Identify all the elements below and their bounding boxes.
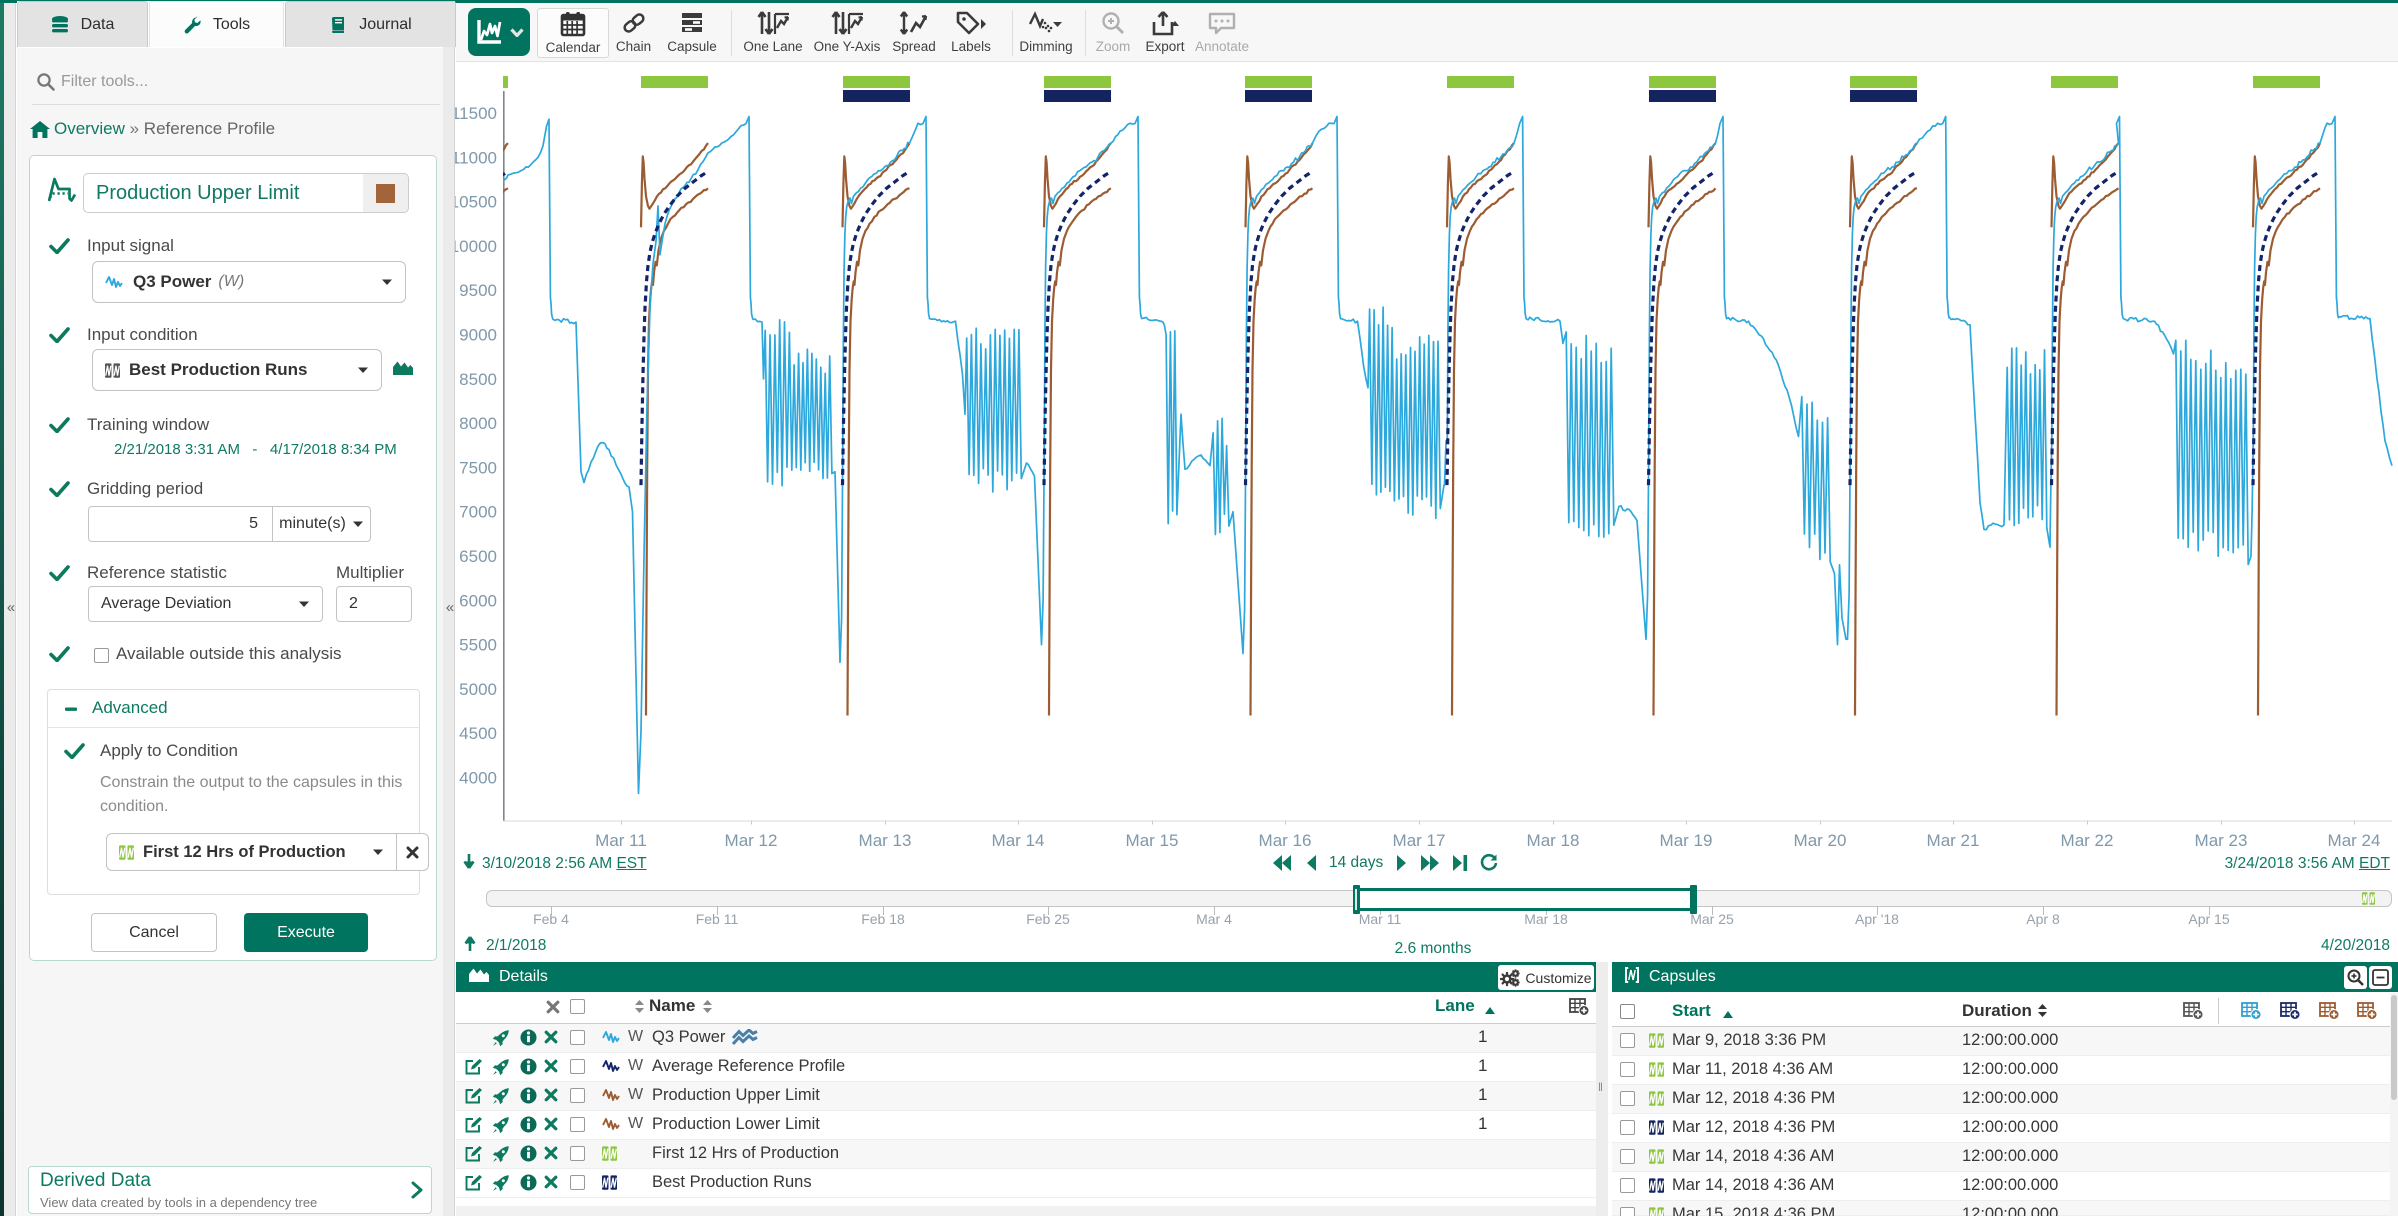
svg-text:9000: 9000 (459, 326, 497, 345)
svg-text:4000: 4000 (459, 769, 497, 788)
svg-text:Mar 24: Mar 24 (2328, 831, 2381, 850)
svg-text:Mar 15: Mar 15 (1126, 831, 1179, 850)
svg-text:6500: 6500 (459, 547, 497, 566)
svg-text:6000: 6000 (459, 591, 497, 610)
svg-text:Mar 18: Mar 18 (1527, 831, 1580, 850)
svg-text:10000: 10000 (455, 237, 497, 256)
svg-text:5000: 5000 (459, 680, 497, 699)
svg-text:8000: 8000 (459, 414, 497, 433)
svg-text:7500: 7500 (459, 458, 497, 477)
svg-text:11000: 11000 (455, 148, 497, 167)
svg-text:Mar 14: Mar 14 (992, 831, 1045, 850)
svg-text:10500: 10500 (455, 193, 497, 212)
svg-text:Mar 13: Mar 13 (859, 831, 912, 850)
svg-text:7000: 7000 (459, 503, 497, 522)
svg-text:Mar 23: Mar 23 (2195, 831, 2248, 850)
svg-text:Mar 12: Mar 12 (725, 831, 778, 850)
svg-text:Mar 22: Mar 22 (2061, 831, 2114, 850)
svg-text:Mar 11: Mar 11 (595, 831, 647, 850)
svg-text:11500: 11500 (455, 104, 497, 123)
svg-text:Mar 21: Mar 21 (1927, 831, 1980, 850)
svg-text:9500: 9500 (459, 281, 497, 300)
svg-text:8500: 8500 (459, 370, 497, 389)
svg-text:Mar 16: Mar 16 (1259, 831, 1312, 850)
svg-text:4500: 4500 (459, 724, 497, 743)
svg-text:Mar 19: Mar 19 (1660, 831, 1713, 850)
svg-text:5500: 5500 (459, 636, 497, 655)
svg-text:Mar 17: Mar 17 (1393, 831, 1446, 850)
svg-text:Mar 20: Mar 20 (1794, 831, 1847, 850)
